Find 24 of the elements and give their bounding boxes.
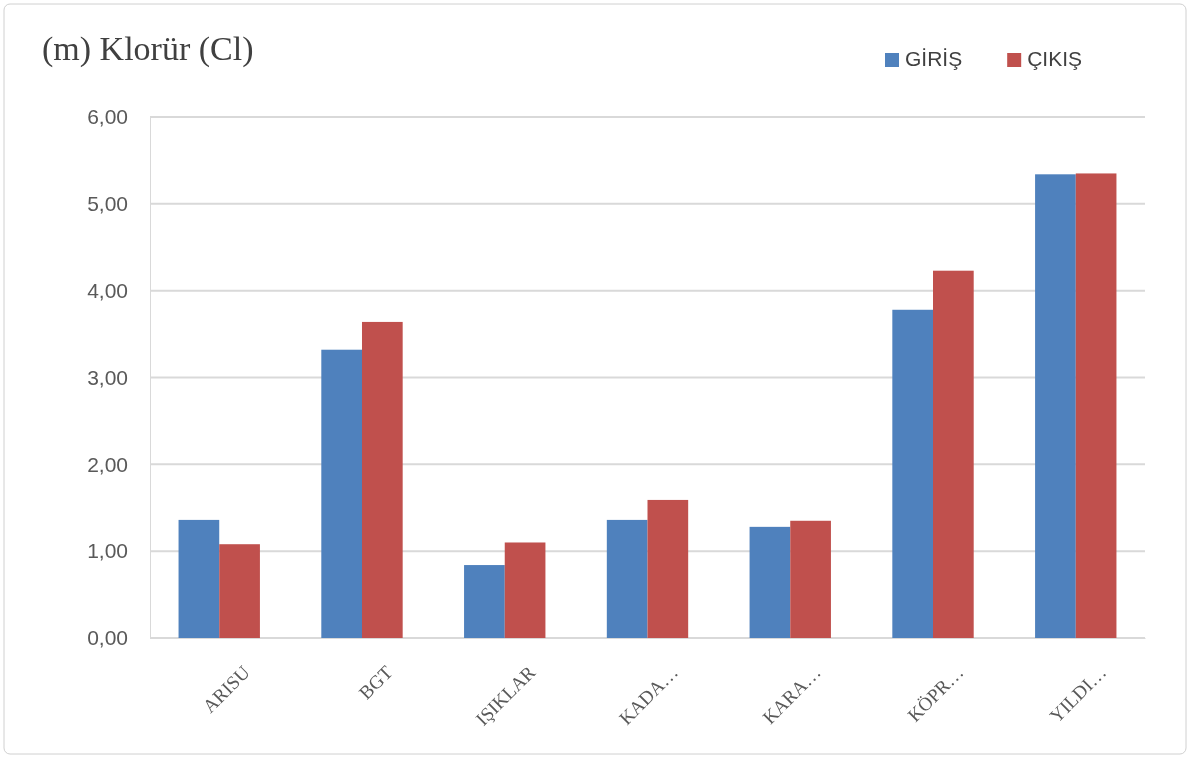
bar (647, 499, 689, 638)
y-tick-label: 1,00 (87, 539, 128, 563)
y-tick-label: 3,00 (87, 365, 128, 389)
y-tick-label: 5,00 (87, 192, 128, 216)
y-tick-label: 2,00 (87, 452, 128, 476)
bar (178, 519, 220, 638)
bar (219, 544, 260, 638)
bar (1035, 174, 1076, 638)
bar (606, 519, 648, 638)
bar (933, 270, 974, 638)
bar (1075, 173, 1117, 638)
bar (892, 309, 934, 638)
bar (321, 349, 362, 638)
bar (504, 542, 546, 638)
legend-label: ÇIKIŞ (1027, 47, 1083, 70)
bar (464, 565, 505, 638)
y-tick-label: 6,00 (87, 105, 128, 129)
bar (361, 321, 403, 638)
y-tick-label: 0,00 (87, 626, 128, 650)
bar (790, 520, 831, 638)
y-tick-label: 4,00 (87, 278, 128, 302)
legend-label: GİRİŞ (905, 47, 963, 70)
bar (749, 526, 791, 638)
chart-title: (m) Klorür (Cl) (42, 30, 254, 68)
